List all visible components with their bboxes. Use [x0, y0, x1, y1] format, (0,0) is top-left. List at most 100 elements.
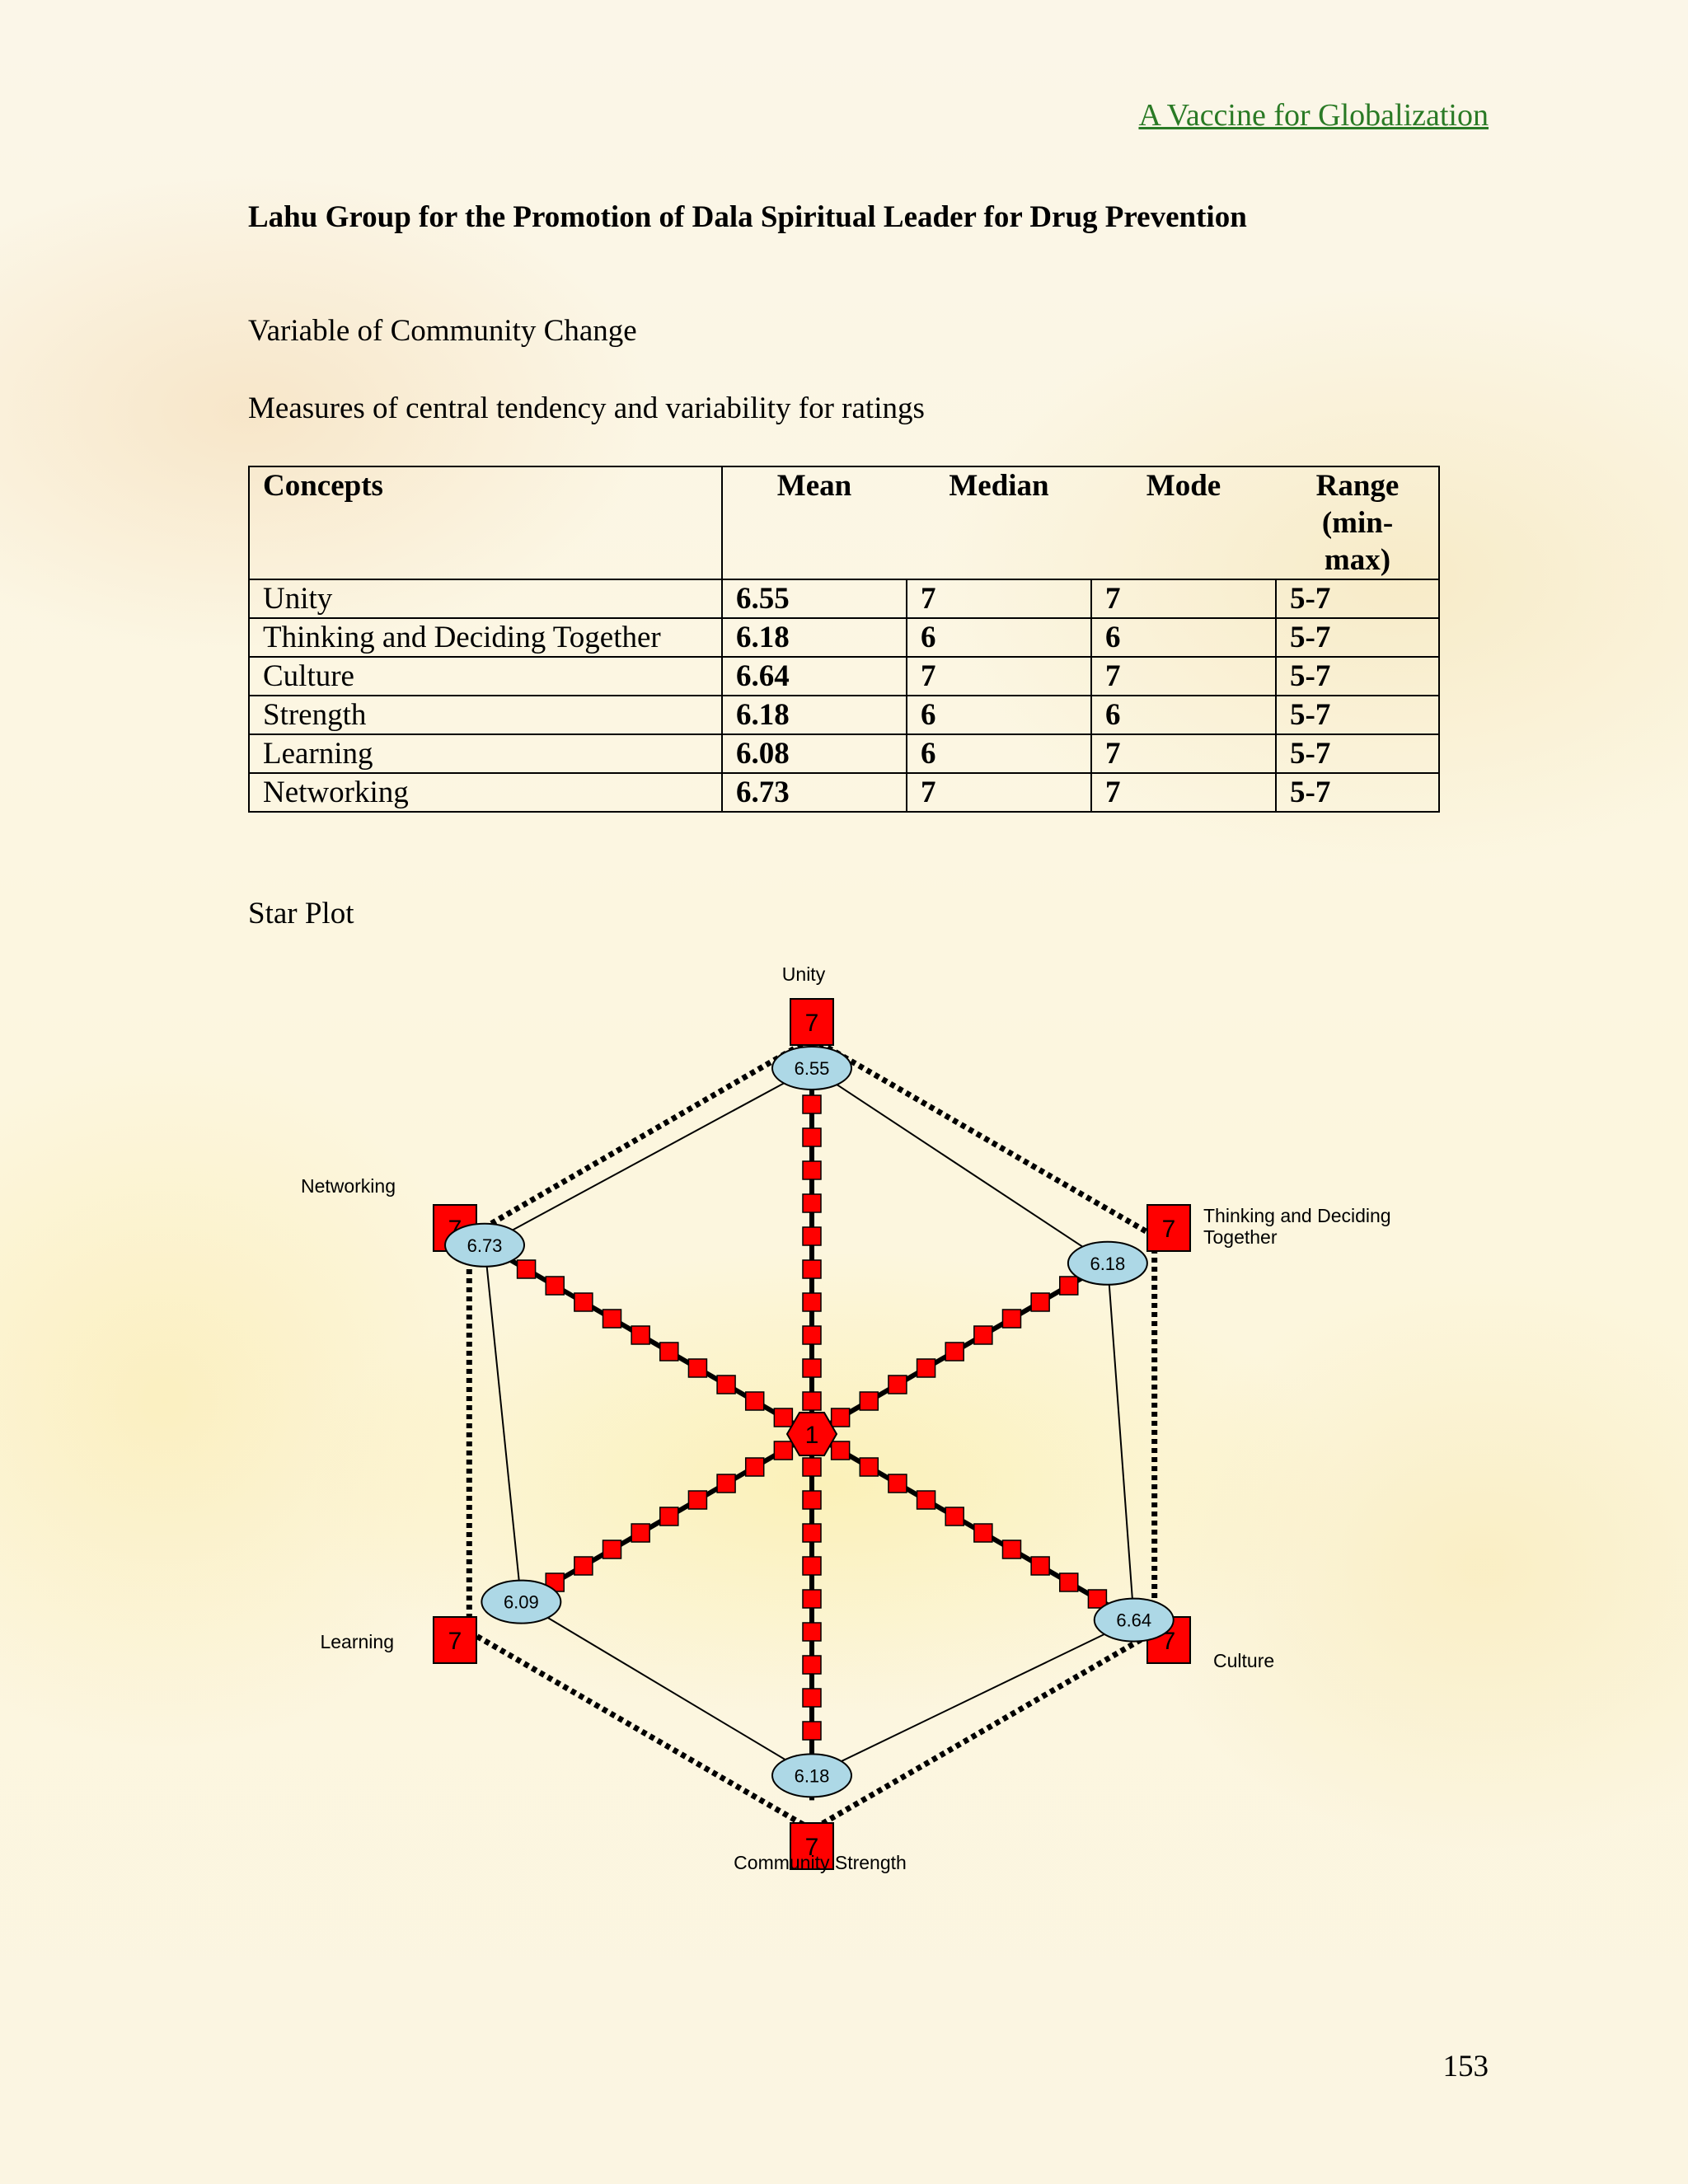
axis-name-label: Thinking and Deciding Together	[1203, 1205, 1391, 1248]
page-number: 153	[1442, 2050, 1489, 2083]
tick-marker	[802, 1358, 822, 1378]
cell-median: 6	[906, 695, 1092, 735]
tick-marker	[973, 1523, 993, 1543]
max-label: 7	[1162, 1216, 1176, 1243]
cell-mean: 6.64	[721, 656, 907, 696]
tick-marker	[802, 1226, 822, 1246]
value-label: 6.18	[795, 1765, 830, 1786]
cell-mean: 6.55	[721, 579, 907, 619]
cell-range: 5-7	[1275, 733, 1440, 774]
value-bubble	[444, 1222, 526, 1268]
tick-marker	[802, 1094, 822, 1114]
header-concepts: Concepts	[248, 466, 723, 580]
header-mean: Mean	[722, 466, 907, 580]
cell-range: 5-7	[1275, 656, 1440, 696]
value-bubble	[771, 1753, 852, 1798]
cell-range: 5-7	[1275, 772, 1440, 813]
tick-marker	[802, 1556, 822, 1576]
tick-marker	[1030, 1292, 1050, 1312]
max-marker	[1146, 1204, 1192, 1252]
cell-median: 7	[906, 579, 1092, 619]
tick-marker	[1001, 1309, 1022, 1329]
tick-marker	[802, 1655, 822, 1675]
header-range-line1: Range	[1315, 469, 1400, 503]
tick-marker	[744, 1391, 765, 1411]
tick-marker	[973, 1325, 993, 1345]
tick-marker	[602, 1309, 622, 1329]
tick-marker	[802, 1127, 822, 1147]
axis-name-label: Unity	[782, 963, 826, 985]
axis-name-label: Community Strength	[734, 1852, 907, 1873]
header-mode: Mode	[1091, 466, 1276, 580]
tick-marker	[802, 1688, 822, 1708]
tick-marker	[802, 1457, 822, 1477]
tick-marker	[945, 1507, 964, 1526]
cell-median: 7	[906, 656, 1092, 696]
value-label: 6.09	[504, 1592, 539, 1613]
axis-name-label: Culture	[1213, 1650, 1274, 1671]
header-range-line2: (min-max)	[1321, 506, 1394, 577]
header-median: Median	[907, 466, 1091, 580]
cell-median: 6	[906, 733, 1092, 774]
running-header-link[interactable]: A Vaccine for Globalization	[1138, 98, 1489, 133]
cell-concept: Strength	[248, 695, 723, 735]
tick-marker	[744, 1457, 765, 1477]
tick-marker	[1030, 1556, 1050, 1576]
cell-mode: 7	[1090, 579, 1277, 619]
table-body: Unity 6.55 7 7 5-7 Thinking and Deciding Toge…	[248, 579, 1440, 813]
value-bubble	[1093, 1597, 1175, 1643]
tick-marker	[1059, 1276, 1079, 1296]
cell-concept: Networking	[248, 772, 723, 813]
table-row: Networking 6.73 7 7 5-7	[248, 772, 1440, 813]
chart-heading: Star Plot	[248, 897, 354, 930]
cell-mode: 7	[1090, 772, 1277, 813]
tick-marker	[1087, 1589, 1108, 1609]
table-header-row: Concepts Mean Median Mode Range (min-max…	[248, 466, 1440, 580]
tick-marker	[716, 1375, 736, 1394]
tick-marker	[545, 1276, 565, 1296]
value-label: 6.55	[795, 1058, 830, 1079]
tick-marker	[687, 1358, 708, 1378]
value-bubble	[1067, 1240, 1148, 1286]
page-title: Lahu Group for the Promotion of Dala Spi…	[248, 200, 1247, 234]
axis-name-label: Learning	[320, 1631, 394, 1652]
section-subtitle: Variable of Community Change	[248, 314, 637, 348]
cell-mode: 7	[1090, 733, 1277, 774]
tick-marker	[802, 1490, 822, 1510]
max-marker	[790, 998, 834, 1046]
tick-marker	[773, 1408, 794, 1427]
tick-marker	[1059, 1572, 1079, 1592]
table-row: Culture 6.64 7 7 5-7	[248, 656, 1440, 696]
cell-median: 6	[906, 617, 1092, 658]
tick-marker	[687, 1490, 708, 1510]
tick-marker	[802, 1259, 822, 1279]
value-bubble	[481, 1579, 562, 1624]
cell-mode: 6	[1090, 695, 1277, 735]
tick-marker	[859, 1457, 879, 1477]
value-label: 6.64	[1116, 1610, 1151, 1631]
cell-concept: Thinking and Deciding Together	[248, 617, 723, 658]
cell-concept: Culture	[248, 656, 723, 696]
table-caption: Measures of central tendency and variabi…	[248, 391, 925, 425]
axis-name-label: Networking	[301, 1175, 396, 1197]
cell-median: 7	[906, 772, 1092, 813]
tick-marker	[802, 1523, 822, 1543]
cell-mean: 6.18	[721, 695, 907, 735]
tick-marker	[830, 1441, 851, 1460]
max-label: 7	[805, 1834, 819, 1861]
cell-mode: 7	[1090, 656, 1277, 696]
tick-marker	[802, 1721, 822, 1741]
tick-marker	[888, 1375, 907, 1394]
tick-marker	[802, 1391, 822, 1411]
tick-marker	[516, 1259, 537, 1279]
cell-mean: 6.73	[721, 772, 907, 813]
tick-marker	[659, 1342, 679, 1361]
value-bubble	[771, 1046, 852, 1090]
tick-marker	[945, 1342, 964, 1361]
tick-marker	[1001, 1540, 1022, 1559]
value-label: 6.73	[467, 1235, 503, 1256]
tick-marker	[802, 1622, 822, 1642]
center-marker	[785, 1412, 838, 1456]
cell-concept: Unity	[248, 579, 723, 619]
